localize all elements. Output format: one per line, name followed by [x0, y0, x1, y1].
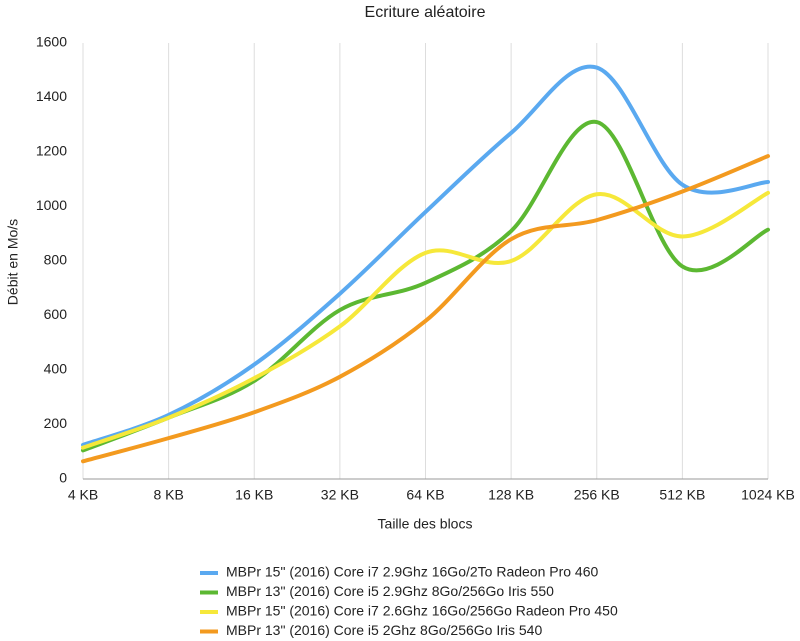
y-tick-label: 600	[44, 306, 68, 322]
y-tick-label: 400	[44, 361, 68, 377]
x-tick-label: 4 KB	[68, 487, 98, 503]
y-tick-label: 1400	[36, 88, 67, 104]
x-axis-label: Taille des blocs	[378, 516, 473, 532]
x-tick-label: 8 KB	[153, 487, 183, 503]
y-tick-label: 1000	[36, 197, 67, 213]
legend-label: MBPr 15" (2016) Core i7 2.9Ghz 16Go/2To …	[226, 564, 599, 580]
x-tick-label: 128 KB	[488, 487, 534, 503]
legend-label: MBPr 13" (2016) Core i5 2Ghz 8Go/256Go I…	[226, 622, 542, 638]
x-tick-label: 64 KB	[406, 487, 444, 503]
series-line	[81, 190, 770, 450]
series-line	[81, 64, 770, 447]
y-tick-label: 200	[44, 415, 68, 431]
x-tick-label: 512 KB	[659, 487, 705, 503]
x-tick-label: 1024 KB	[741, 487, 795, 503]
legend-label: MBPr 13" (2016) Core i5 2.9Ghz 8Go/256Go…	[226, 583, 554, 599]
chart-title: Ecriture aléatoire	[365, 4, 486, 21]
x-tick-label: 32 KB	[321, 487, 359, 503]
x-tick-label: 256 KB	[574, 487, 620, 503]
y-tick-label: 1200	[36, 143, 67, 159]
y-axis-label: Débit en Mo/s	[5, 219, 21, 305]
y-tick-label: 1600	[36, 34, 67, 50]
legend-label: MBPr 15" (2016) Core i7 2.6Ghz 16Go/256G…	[226, 603, 618, 619]
x-tick-label: 16 KB	[235, 487, 273, 503]
y-tick-label: 0	[59, 470, 67, 486]
series-line	[81, 154, 770, 464]
y-tick-label: 800	[44, 252, 68, 268]
